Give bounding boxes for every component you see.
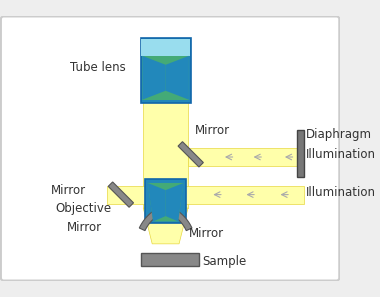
FancyBboxPatch shape [1, 16, 339, 281]
Text: Mirror: Mirror [51, 184, 86, 197]
Polygon shape [145, 179, 186, 223]
Text: Mirror: Mirror [195, 124, 230, 137]
Polygon shape [166, 183, 184, 222]
Polygon shape [178, 142, 203, 167]
Text: Diaphragm: Diaphragm [306, 128, 372, 141]
Polygon shape [148, 183, 184, 222]
Polygon shape [141, 38, 191, 103]
Text: Objective: Objective [55, 202, 112, 214]
Text: Tube lens: Tube lens [70, 61, 125, 74]
Polygon shape [139, 204, 169, 231]
Polygon shape [148, 183, 166, 222]
Polygon shape [143, 67, 188, 208]
Polygon shape [108, 182, 133, 207]
Polygon shape [108, 186, 304, 203]
Polygon shape [142, 56, 166, 100]
Polygon shape [166, 56, 189, 100]
Polygon shape [297, 130, 304, 177]
Polygon shape [141, 39, 190, 56]
Polygon shape [141, 253, 199, 266]
Text: Mirror: Mirror [189, 227, 224, 240]
Polygon shape [162, 204, 192, 231]
Polygon shape [188, 148, 304, 166]
Text: Mirror: Mirror [67, 221, 102, 234]
Text: Illumination: Illumination [306, 148, 376, 161]
Text: Sample: Sample [202, 255, 247, 268]
Polygon shape [143, 208, 188, 244]
Text: Illumination: Illumination [306, 186, 376, 199]
Polygon shape [142, 56, 189, 100]
